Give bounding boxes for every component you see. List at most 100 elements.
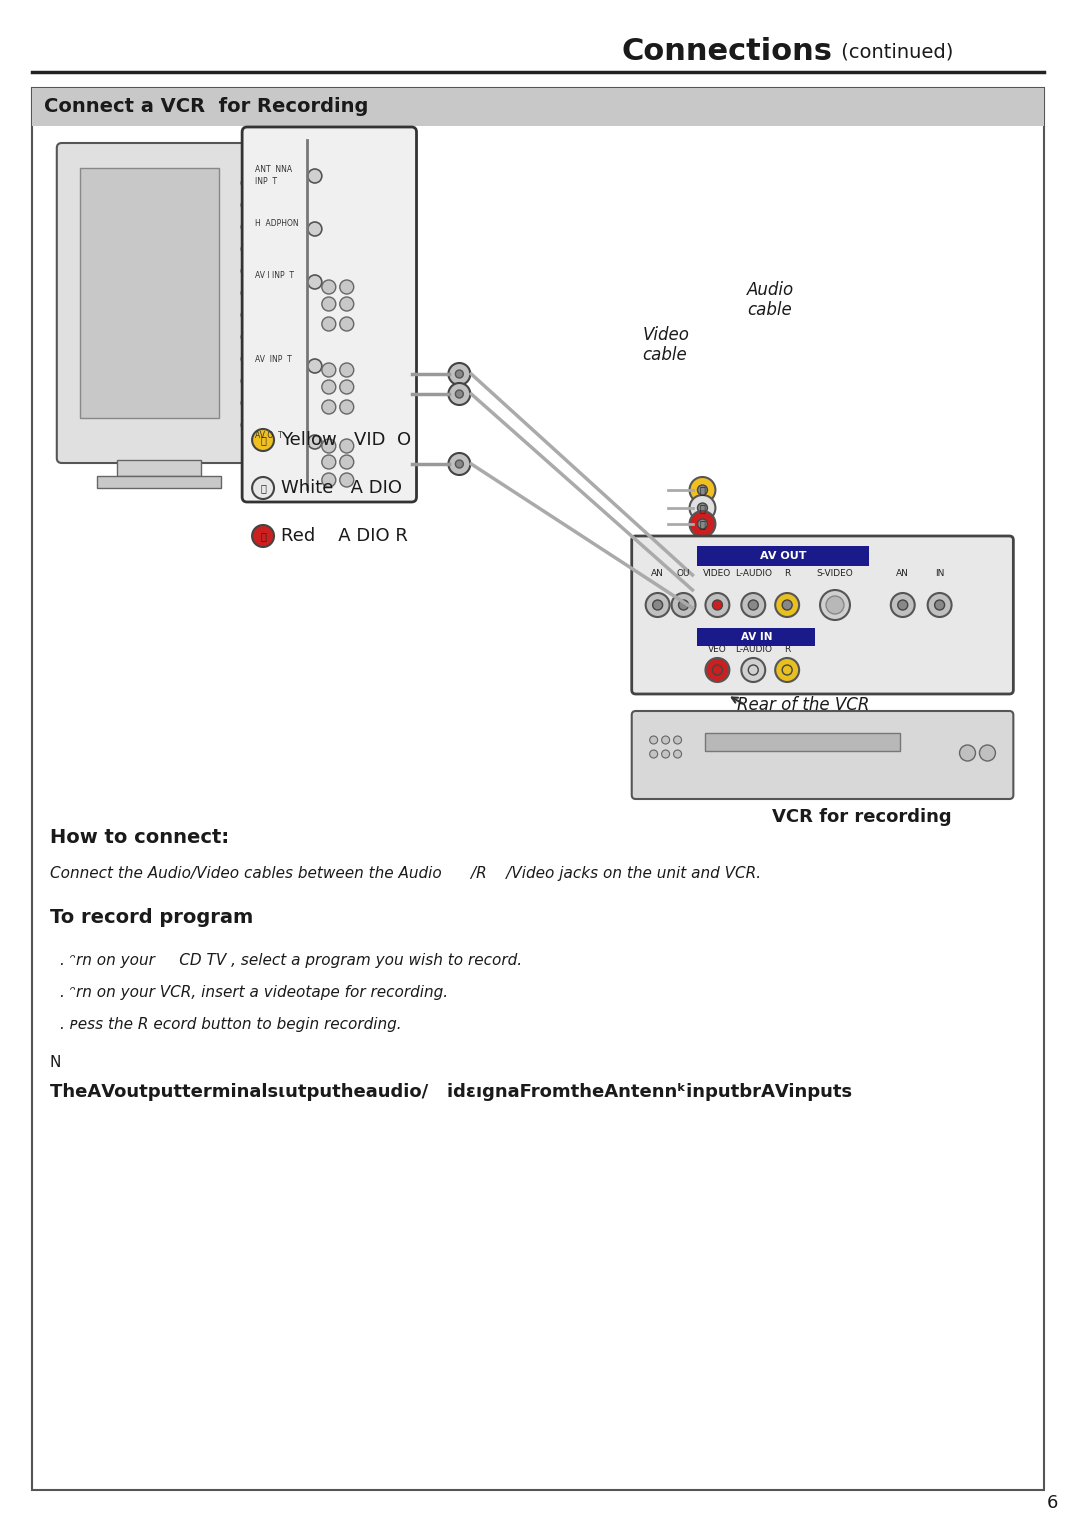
Circle shape bbox=[340, 455, 354, 469]
Circle shape bbox=[748, 665, 758, 674]
Circle shape bbox=[713, 665, 723, 674]
Text: ⓪: ⓪ bbox=[700, 502, 705, 513]
Circle shape bbox=[689, 476, 715, 502]
Text: White   A DIO: White A DIO bbox=[281, 479, 402, 498]
FancyBboxPatch shape bbox=[32, 88, 1044, 126]
Circle shape bbox=[897, 600, 907, 610]
Text: Ⓡ: Ⓡ bbox=[260, 531, 266, 540]
Circle shape bbox=[689, 511, 715, 537]
Text: AV O  T: AV O T bbox=[255, 432, 283, 440]
Circle shape bbox=[820, 591, 850, 619]
Circle shape bbox=[241, 178, 251, 189]
Circle shape bbox=[775, 658, 799, 682]
Circle shape bbox=[322, 364, 336, 377]
Circle shape bbox=[448, 454, 470, 475]
Circle shape bbox=[322, 455, 336, 469]
Circle shape bbox=[775, 594, 799, 616]
Circle shape bbox=[705, 594, 729, 616]
Circle shape bbox=[646, 594, 670, 616]
Circle shape bbox=[713, 600, 723, 610]
Circle shape bbox=[322, 280, 336, 294]
Text: Connect a VCR  for Recording: Connect a VCR for Recording bbox=[44, 97, 368, 117]
Circle shape bbox=[826, 597, 843, 613]
Text: OU: OU bbox=[677, 569, 690, 577]
Text: cable: cable bbox=[747, 301, 792, 320]
Text: AN: AN bbox=[651, 569, 664, 577]
Text: H  ADPHON: H ADPHON bbox=[255, 219, 299, 227]
Text: (continued): (continued) bbox=[835, 43, 954, 61]
Circle shape bbox=[252, 476, 274, 499]
Text: How to connect:: How to connect: bbox=[50, 828, 229, 848]
Text: Rear of the VCR: Rear of the VCR bbox=[738, 696, 869, 714]
Bar bbox=[705, 734, 900, 750]
Circle shape bbox=[340, 400, 354, 414]
Circle shape bbox=[448, 364, 470, 385]
FancyBboxPatch shape bbox=[632, 536, 1013, 694]
Circle shape bbox=[662, 737, 670, 744]
Text: ⓨ: ⓨ bbox=[260, 435, 266, 444]
Circle shape bbox=[340, 364, 354, 377]
Circle shape bbox=[698, 502, 707, 513]
Circle shape bbox=[456, 390, 463, 397]
Circle shape bbox=[705, 658, 729, 682]
Circle shape bbox=[322, 400, 336, 414]
Text: . ᴘess the R ecord button to begin recording.: . ᴘess the R ecord button to begin recor… bbox=[59, 1017, 402, 1032]
Text: S-VIDEO: S-VIDEO bbox=[816, 569, 853, 577]
Circle shape bbox=[241, 332, 251, 342]
Circle shape bbox=[308, 275, 322, 289]
Text: INP  T: INP T bbox=[255, 178, 278, 187]
FancyBboxPatch shape bbox=[632, 711, 1013, 799]
Text: Red    A DIO R: Red A DIO R bbox=[281, 527, 408, 545]
Circle shape bbox=[674, 737, 681, 744]
Circle shape bbox=[678, 600, 689, 610]
Text: . ᵔrn on your VCR, insert a videotape for recording.: . ᵔrn on your VCR, insert a videotape fo… bbox=[59, 985, 448, 1000]
Circle shape bbox=[456, 460, 463, 467]
Text: R: R bbox=[784, 645, 791, 654]
Bar bbox=[117, 460, 201, 476]
Bar bbox=[698, 546, 869, 566]
Circle shape bbox=[340, 473, 354, 487]
Text: L-AUDIO: L-AUDIO bbox=[734, 645, 772, 654]
Circle shape bbox=[456, 370, 463, 377]
Text: 6: 6 bbox=[1047, 1495, 1058, 1511]
Text: VEO: VEO bbox=[708, 645, 727, 654]
Circle shape bbox=[241, 397, 251, 408]
Circle shape bbox=[698, 486, 707, 495]
Text: IN: IN bbox=[935, 569, 944, 577]
Circle shape bbox=[322, 473, 336, 487]
Circle shape bbox=[252, 429, 274, 451]
Circle shape bbox=[241, 288, 251, 298]
Circle shape bbox=[241, 420, 251, 431]
Text: ⓨ: ⓨ bbox=[700, 486, 705, 495]
Text: Audio: Audio bbox=[747, 282, 795, 298]
Circle shape bbox=[322, 380, 336, 394]
Circle shape bbox=[241, 244, 251, 254]
Circle shape bbox=[741, 658, 766, 682]
Circle shape bbox=[322, 317, 336, 330]
FancyBboxPatch shape bbox=[57, 143, 261, 463]
Circle shape bbox=[748, 600, 758, 610]
Text: . ᵔrn on your     CD TV , select a program you wish to record.: . ᵔrn on your CD TV , select a program y… bbox=[59, 953, 522, 968]
FancyBboxPatch shape bbox=[32, 88, 1044, 1490]
Text: AV IN: AV IN bbox=[741, 632, 772, 642]
Circle shape bbox=[698, 519, 707, 530]
Text: TheΑVoutputterminalsιutputheaudio/   idεıgnaFromtheAntennᵏinputbrΑVinputs: TheΑVoutputterminalsιutputheaudio/ idεıg… bbox=[50, 1084, 852, 1100]
Circle shape bbox=[252, 525, 274, 546]
Text: VIDEO: VIDEO bbox=[703, 569, 731, 577]
Text: Video: Video bbox=[643, 326, 689, 344]
FancyBboxPatch shape bbox=[242, 126, 417, 502]
Bar bbox=[698, 629, 815, 645]
Circle shape bbox=[340, 438, 354, 454]
Circle shape bbox=[650, 750, 658, 758]
Circle shape bbox=[340, 317, 354, 330]
Circle shape bbox=[689, 495, 715, 521]
Text: AV  INP  T: AV INP T bbox=[255, 356, 292, 364]
Circle shape bbox=[448, 384, 470, 405]
Circle shape bbox=[782, 600, 792, 610]
Text: Connect the Audio/Video cables between the Audio      /R    /Video jacks on the : Connect the Audio/Video cables between t… bbox=[50, 866, 761, 881]
Circle shape bbox=[340, 280, 354, 294]
Circle shape bbox=[241, 310, 251, 320]
Circle shape bbox=[241, 355, 251, 364]
Text: AN: AN bbox=[896, 569, 909, 577]
Text: Connections: Connections bbox=[621, 38, 832, 67]
